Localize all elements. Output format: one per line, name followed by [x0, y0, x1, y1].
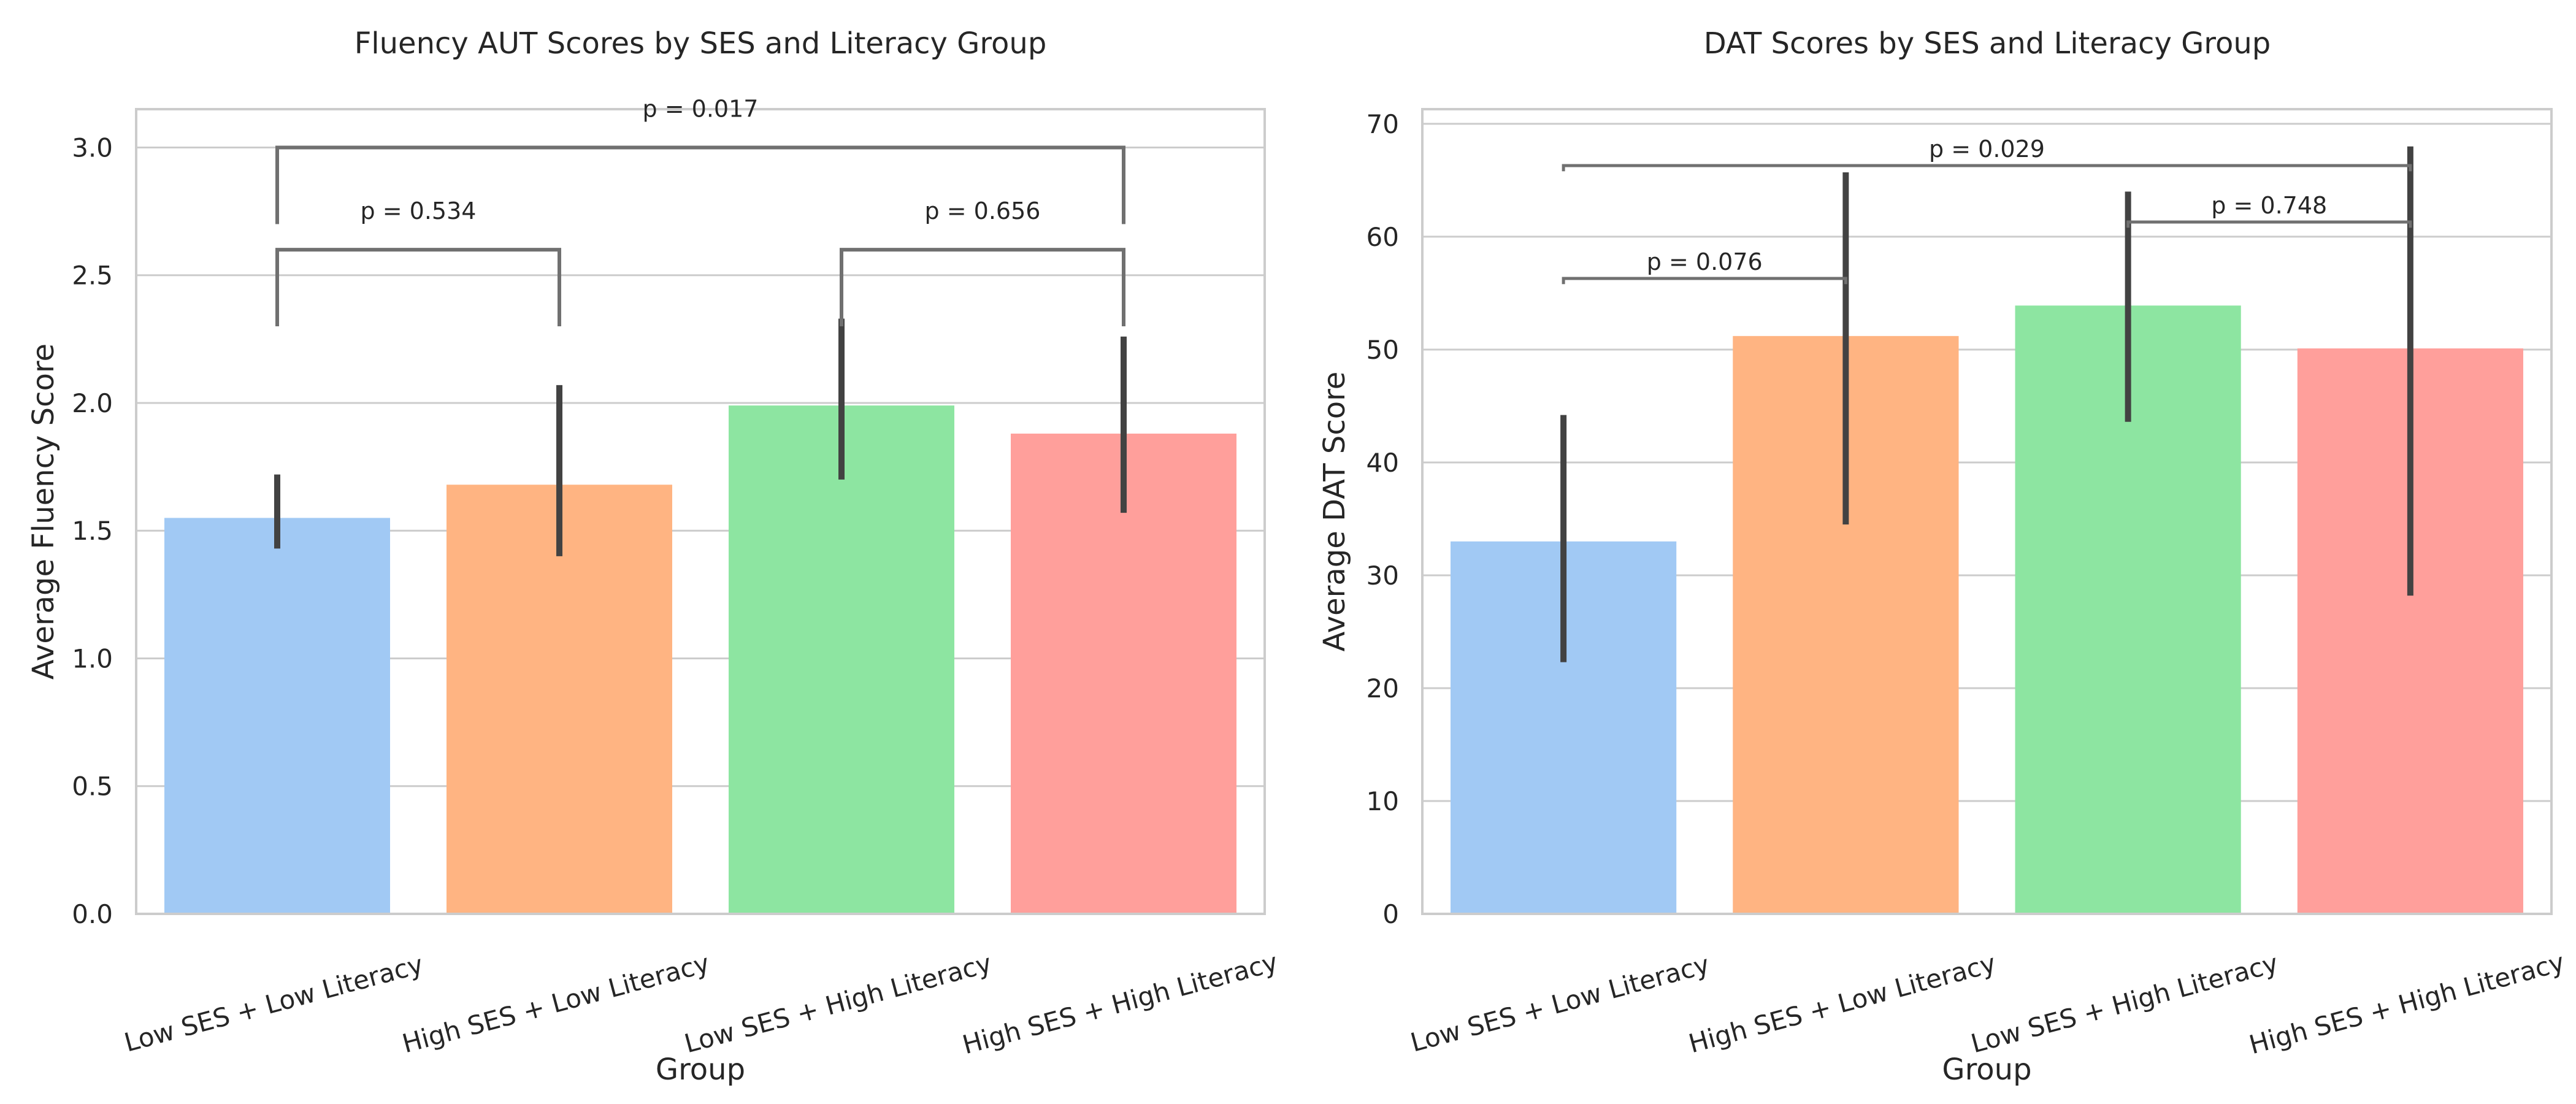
p-value-label: p = 0.748: [2211, 192, 2327, 219]
bar: [1011, 433, 1236, 914]
y-tick-label: 2.5: [72, 261, 113, 291]
y-tick-label: 0.0: [72, 899, 113, 929]
significance-bracket: [840, 248, 1125, 327]
y-tick-label: 1.0: [72, 643, 113, 673]
significance-bracket: [1562, 277, 1847, 285]
x-axis-label: Group: [656, 1052, 745, 1087]
x-tick-label: Low SES + High Literacy: [681, 948, 995, 1059]
x-axis-label: Group: [1942, 1052, 2031, 1087]
x-tick-label: Low SES + High Literacy: [1968, 948, 2281, 1059]
x-tick-label: High SES + Low Literacy: [1685, 948, 1999, 1059]
plot-frame: [1421, 108, 2553, 915]
fluency-chart: 0.0 0.5 1.0 1.5 2.0 2.5 3.0 p = 0.534 p = 0.656 p…: [26, 26, 1281, 1087]
x-tick-label: Low SES + Low Literacy: [121, 949, 426, 1057]
p-value-label: p = 0.029: [1929, 136, 2045, 163]
significance-bracket: [275, 248, 561, 327]
bar: [729, 405, 954, 914]
x-tick-label: High SES + High Literacy: [2246, 947, 2567, 1060]
significance-bracket: [2126, 220, 2412, 228]
p-value-label: p = 0.017: [643, 95, 759, 122]
y-tick-label: 1.5: [72, 516, 113, 546]
p-value-label: p = 0.076: [1647, 248, 1763, 275]
y-tick-label: 0: [1382, 899, 1399, 929]
y-tick-label: 50: [1367, 335, 1399, 365]
y-tick-label: 60: [1367, 222, 1399, 252]
p-value-label: p = 0.534: [361, 197, 477, 224]
dat-chart: 0 10 20 30 40 50 60 70 p = 0.076 p = 0.748 p = 0.0…: [1317, 26, 2567, 1087]
y-tick-label: 3.0: [72, 132, 113, 163]
y-tick-label: 30: [1367, 561, 1399, 591]
y-axis-label: Average Fluency Score: [26, 343, 61, 680]
y-tick-label: 40: [1367, 448, 1399, 478]
y-tick-label: 10: [1367, 786, 1399, 816]
significance-bracket: [1562, 164, 2412, 172]
y-tick-label: 70: [1367, 109, 1399, 139]
significance-bracket: [275, 145, 1125, 224]
x-tick-label: Low SES + Low Literacy: [1407, 949, 1712, 1057]
y-tick-label: 0.5: [72, 772, 113, 802]
x-tick-label: High SES + High Literacy: [959, 947, 1281, 1060]
p-value-label: p = 0.656: [925, 197, 1041, 224]
x-tick-label: High SES + Low Literacy: [399, 948, 713, 1059]
chart-title: Fluency AUT Scores by SES and Literacy G…: [355, 26, 1047, 61]
chart-title: DAT Scores by SES and Literacy Group: [1704, 26, 2271, 61]
bar: [164, 518, 390, 914]
y-tick-label: 20: [1367, 673, 1399, 703]
y-axis-label: Average DAT Score: [1317, 372, 1352, 652]
y-tick-label: 2.0: [72, 388, 113, 418]
plot-frame: [135, 108, 1266, 915]
